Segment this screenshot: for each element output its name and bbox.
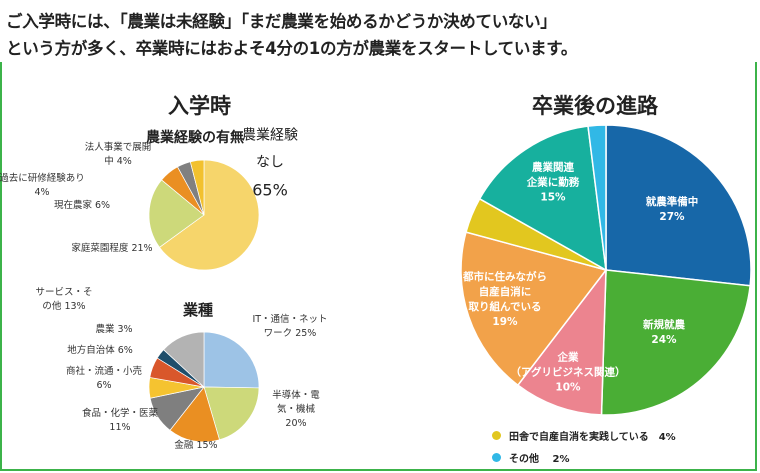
green-frame <box>0 62 757 471</box>
pie-slice <box>460 231 608 387</box>
slice-label: IT・通信・ネット ワーク 25% <box>252 313 327 341</box>
pie-slice <box>600 269 751 416</box>
slice-label-line: 半導体・電 <box>272 390 320 401</box>
headline-line1: ご入学時には、「農業は未経験」「まだ農業を始めるかどうか決めていない」 <box>6 12 557 31</box>
pie-slice <box>478 125 607 272</box>
slice-label: 法人事業で展開中 4% <box>85 141 152 169</box>
pie-slice <box>163 331 205 388</box>
slice-label-line: 都市に住みながら <box>463 271 547 283</box>
slice-label-line: 農業関連 <box>532 161 574 174</box>
chart-title-experience: 農業経験の有無 <box>146 130 244 146</box>
slice-label-line: 27% <box>659 211 685 223</box>
slice-label-line: 新規就農 <box>643 319 685 331</box>
slice-label: 半導体・電気・機械 20% <box>272 389 320 431</box>
chart-title-industry: 業種 <box>183 301 214 319</box>
slice-label-line: 19% <box>492 316 518 328</box>
slice-label-line: 11% <box>109 422 131 433</box>
slice-label-line: サービス・そ <box>35 287 93 298</box>
slice-label-line: 6% <box>96 380 112 391</box>
pie-slice <box>605 124 752 287</box>
legend-dot <box>492 431 501 440</box>
slice-label-line: 取り組んでいる <box>468 301 542 313</box>
slice-label: 過去に研修経験あり 4% <box>0 172 85 200</box>
slice-label: 食品・化学・医薬 11% <box>82 407 158 435</box>
pie-slice <box>159 159 260 271</box>
legend-label: 田舎で自産自消を実践している 4% <box>509 432 676 443</box>
slice-label-line: 企業に勤務 <box>526 176 580 189</box>
slice-label-line: 20% <box>285 418 307 429</box>
slice-label-line: 法人事業で展開 <box>84 142 152 153</box>
pie-slice <box>189 159 205 216</box>
slice-label: 地方自治体 6% <box>67 344 133 358</box>
slice-label-line: 気・機械 <box>276 404 316 415</box>
slice-label-line: IT・通信・ネット <box>252 314 328 325</box>
slice-label-line: 24% <box>651 334 677 346</box>
slice-label-line: 農業 3% <box>95 324 133 335</box>
slice-label-line: 家庭菜園程度 21% <box>71 243 153 254</box>
legend-label: その他 2% <box>509 454 570 465</box>
slice-label-line: 4% <box>34 187 50 198</box>
pie-slice <box>516 267 607 416</box>
slice-label: 金融 15% <box>174 439 217 453</box>
slice-label: 家庭菜園程度 21% <box>71 242 152 256</box>
slice-label-line: 食品・化学・医薬 <box>81 408 159 419</box>
slice-label-line: 自産自消に <box>478 286 532 298</box>
slice-label-line: 地方自治体 6% <box>67 345 133 356</box>
slice-label-line: 就農準備中 <box>645 196 699 208</box>
pie-slice <box>148 179 205 248</box>
slice-label-line: 中 4% <box>104 156 132 167</box>
slice-label: 商社・流通・小売 6% <box>66 365 142 393</box>
slice-label-line: 15% <box>540 191 566 204</box>
pie-slice <box>169 386 220 443</box>
slice-label-line: （アグリビジネス関連） <box>510 366 626 379</box>
slice-label-line: 農業経験 <box>242 127 298 144</box>
pie-slice <box>203 386 260 441</box>
slice-label: 企業 （アグリビジネス関連） 10% <box>511 351 626 396</box>
slice-label-line: 現在農家 6% <box>53 200 111 211</box>
slice-label-line: 企業 <box>557 351 579 364</box>
section-title-enrollment: 入学時 <box>168 94 231 118</box>
slice-label-line: なし <box>256 154 284 171</box>
section-title-career: 卒業後の進路 <box>532 94 658 118</box>
slice-label: 農業関連企業に勤務 15% <box>527 161 580 206</box>
pie-slice <box>587 124 607 271</box>
slice-label: 農業経験なし 65% <box>242 123 298 204</box>
slice-label-line: ワーク 25% <box>263 328 317 339</box>
slice-label-line: 65% <box>252 180 288 200</box>
legend-dot <box>492 453 501 462</box>
pie-slice <box>203 331 260 389</box>
slice-label: サービス・そ の他 13% <box>35 286 92 314</box>
slice-label: 都市に住みながら 自産自消に取り組んでいる 19% <box>463 270 547 330</box>
slice-label: 農業 3% <box>95 323 132 337</box>
slice-label-line: の他 13% <box>42 301 86 312</box>
slice-label-line: 過去に研修経験あり <box>0 173 85 184</box>
slice-label: 現在農家 6% <box>54 199 110 213</box>
headline-line2: という方が多く、卒業時にはおよそ4分の1の方が農業をスタートしています。 <box>6 39 578 58</box>
legend-item-rural: 田舎で自産自消を実践している 4% <box>492 428 676 443</box>
slice-label: 就農準備中 27% <box>646 195 699 225</box>
slice-label-line: 金融 15% <box>174 440 218 451</box>
slice-label-line: 10% <box>555 381 581 394</box>
slice-label-line: 商社・流通・小売 <box>65 366 143 377</box>
legend-item-other: その他 2% <box>492 450 569 465</box>
slice-label: 新規就農 24% <box>643 318 685 348</box>
